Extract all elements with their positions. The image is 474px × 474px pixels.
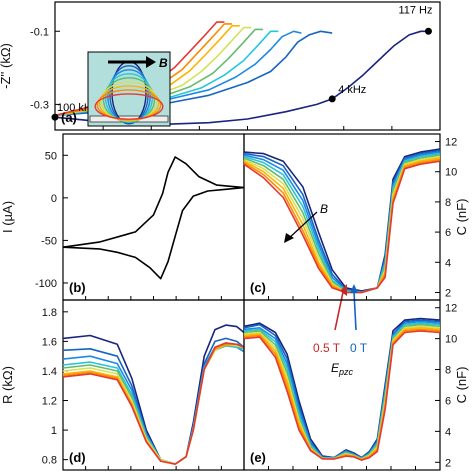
- ytick-label-c-2: 8: [445, 197, 451, 209]
- ylabel-c: C (nF): [454, 199, 469, 236]
- ytick-label-b-0: 50: [45, 150, 57, 162]
- series-line-d-3: [62, 344, 245, 465]
- panel-b-frame: [62, 133, 245, 301]
- epzc-arrow-05t-head: [340, 284, 347, 296]
- ylabel-d: R (kΩ): [0, 366, 15, 404]
- series-line-b-1: [62, 186, 245, 280]
- ylabel-e: C (nF): [454, 367, 469, 404]
- ylabel-a: -Z'' (kΩ): [0, 43, 13, 89]
- ytick-label-d-4: 1: [51, 425, 57, 437]
- ytick-label-b-2: -50: [41, 235, 57, 247]
- label-epzc-subscript: pzc: [338, 367, 354, 377]
- ytick-label-d-1: 1.6: [42, 336, 57, 348]
- marker-100khz: [51, 113, 59, 121]
- panel-label-b: (b): [69, 280, 86, 295]
- ytick-label-a-1: -0.1: [30, 26, 49, 38]
- annotation-117hz: 117 Hz: [398, 4, 432, 16]
- marker-117hz: [424, 27, 432, 35]
- ytick-label-c-4: 4: [445, 257, 451, 269]
- ytick-label-e-4: 4: [445, 426, 451, 438]
- series-line-e-6: [243, 326, 441, 461]
- ytick-label-e-1: 10: [445, 334, 457, 346]
- ytick-label-e-3: 6: [445, 395, 451, 407]
- series-line-e-5: [243, 325, 441, 461]
- series-line-c-6: [243, 157, 441, 294]
- series-line-c-5: [243, 155, 441, 294]
- panel-b-current-plot: 50 0 -50 -100 I (µA) (b): [0, 133, 245, 301]
- ytick-label-b-3: -100: [35, 278, 57, 290]
- ytick-label-c-5: 2: [445, 287, 451, 299]
- series-line-b-0: [62, 156, 245, 248]
- field-direction-label: B: [320, 202, 328, 216]
- label-epzc: Epzc: [331, 361, 354, 377]
- inset-droplet-contour-8: [94, 93, 164, 120]
- marker-4khz: [328, 95, 336, 103]
- panel-label-e: (e): [250, 450, 266, 465]
- panel-label-d: (d): [69, 450, 86, 465]
- panel-label-a: (a): [61, 110, 77, 125]
- ytick-label-e-0: 12: [445, 303, 457, 315]
- ytick-label-c-1: 10: [445, 167, 457, 179]
- field-direction-arrow-head: [284, 233, 294, 243]
- annotation-4khz: 4 kHz: [338, 84, 366, 96]
- series-line-d-1: [62, 337, 245, 465]
- field-direction-arrow-shaft: [286, 211, 318, 241]
- ytick-label-a-0: -0.3: [30, 99, 49, 111]
- ytick-label-e-5: 2: [445, 457, 451, 469]
- epzc-arrow-0t: [353, 291, 357, 331]
- epzc-arrow-0t-head: [350, 284, 358, 293]
- series-line-d-8: [62, 342, 245, 465]
- panel-a-nyquist-plot: -0.3 -0.1 -Z'' (kΩ) (a)100 kHz 4 kHz 117 Hz B: [0, 1, 441, 131]
- series-line-c-3: [243, 152, 441, 294]
- ytick-label-d-2: 1.4: [42, 366, 57, 378]
- panel-d-resistance-plot: 1.8 1.6 1.4 1.2 1 0.8 R (kΩ) (d): [0, 299, 245, 471]
- ytick-label-c-0: 12: [445, 137, 457, 149]
- series-line-c-0: [243, 148, 441, 292]
- ytick-label-b-1: 0: [51, 193, 57, 205]
- ytick-label-d-0: 1.8: [42, 307, 57, 319]
- inset-droplet: B: [87, 51, 171, 127]
- ytick-label-e-2: 8: [445, 365, 451, 377]
- series-line-e-8: [243, 330, 441, 461]
- ylabel-b: I (µA): [0, 201, 15, 233]
- label-0t: 0 T: [350, 341, 368, 355]
- ytick-label-c-3: 6: [445, 227, 451, 239]
- panel-label-c: (c): [250, 280, 266, 295]
- panel-e-capacitance-plot: 12 10 8 6 4 2 C (nF) (e) 0.5 T 0 T Epzc: [243, 299, 469, 471]
- label-epzc-main: E: [331, 361, 340, 375]
- annotation-100khz: 100 kHz: [57, 102, 97, 114]
- ytick-label-d-5: 0.8: [42, 455, 57, 467]
- inset-field-label: B: [159, 56, 168, 70]
- inset-field-arrow-head: [146, 56, 156, 68]
- epzc-arrow-05t: [334, 291, 344, 331]
- ytick-label-d-3: 1.2: [42, 396, 57, 408]
- panel-c-capacitance-plot: 12 10 8 6 4 2 C (nF) (c) B: [243, 133, 469, 331]
- label-05t: 0.5 T: [313, 341, 341, 355]
